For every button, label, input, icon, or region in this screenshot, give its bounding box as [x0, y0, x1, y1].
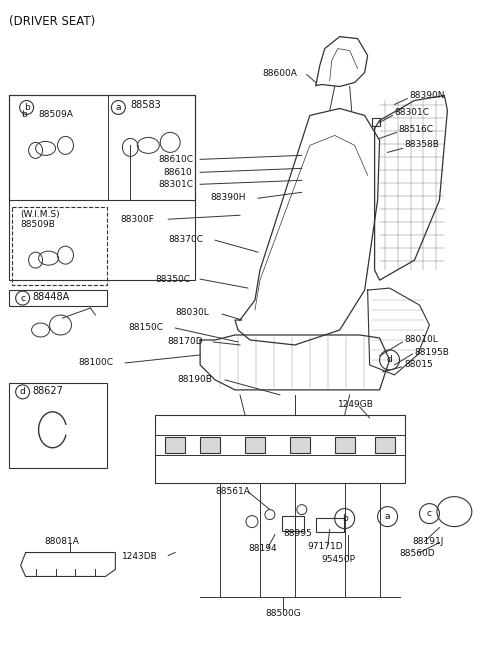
Text: 88995: 88995 [283, 529, 312, 537]
Bar [165, 437, 185, 453]
Text: 88190B: 88190B [177, 375, 212, 384]
Text: 1249GB: 1249GB [338, 400, 373, 409]
Text: 88350C: 88350C [155, 275, 190, 284]
Text: 88010L: 88010L [405, 335, 438, 344]
Text: a: a [385, 512, 390, 521]
Text: 88509B: 88509B [21, 220, 56, 229]
Bar [9, 95, 195, 200]
Bar [372, 118, 380, 126]
Text: 88191J: 88191J [412, 537, 444, 545]
Text: b: b [342, 514, 348, 523]
Bar [9, 383, 108, 468]
Bar [290, 437, 310, 453]
Text: 88600A: 88600A [262, 68, 297, 78]
Text: 88509A: 88509A [38, 110, 73, 120]
Text: 88170D: 88170D [167, 337, 203, 346]
Text: c: c [20, 294, 25, 303]
Text: 88370C: 88370C [168, 235, 203, 244]
Text: 88500G: 88500G [265, 610, 301, 618]
Bar [335, 437, 355, 453]
Bar [9, 95, 195, 280]
Bar [316, 518, 344, 532]
Bar [155, 415, 405, 483]
Text: 88610: 88610 [163, 168, 192, 177]
Text: 88448A: 88448A [33, 292, 70, 302]
Text: 88301C: 88301C [158, 180, 193, 189]
Text: 88195B: 88195B [415, 348, 449, 357]
Text: 88300F: 88300F [120, 215, 154, 224]
Text: b: b [21, 110, 26, 119]
Bar [282, 516, 304, 531]
Text: 88390H: 88390H [210, 193, 246, 202]
Bar [9, 290, 108, 306]
Bar [374, 437, 395, 453]
Text: 88627: 88627 [33, 386, 63, 396]
Text: (W.I.M.S): (W.I.M.S) [21, 210, 60, 219]
Text: 88150C: 88150C [128, 323, 163, 332]
Text: 88301C: 88301C [395, 108, 430, 118]
Text: 1243DB: 1243DB [122, 551, 158, 560]
Text: 88194: 88194 [248, 543, 276, 553]
Bar [200, 437, 220, 453]
Bar [12, 207, 108, 285]
Text: 88390N: 88390N [409, 91, 445, 99]
Text: (DRIVER SEAT): (DRIVER SEAT) [9, 14, 95, 28]
Text: 88081A: 88081A [45, 537, 80, 545]
Text: 88583: 88583 [130, 101, 161, 110]
Text: 88561A: 88561A [215, 487, 250, 495]
Text: 88100C: 88100C [78, 358, 113, 367]
Text: d: d [387, 355, 393, 365]
Text: b: b [24, 103, 29, 112]
Bar [245, 437, 265, 453]
Text: 95450P: 95450P [322, 555, 356, 564]
Text: 88516C: 88516C [398, 125, 433, 135]
Text: 88610C: 88610C [158, 155, 193, 164]
Text: 97171D: 97171D [308, 541, 343, 551]
Text: c: c [427, 509, 432, 518]
Text: 88030L: 88030L [175, 308, 209, 317]
Text: 88358B: 88358B [405, 141, 439, 149]
Text: d: d [20, 388, 25, 396]
Text: a: a [116, 103, 121, 112]
Text: 88015: 88015 [405, 360, 433, 369]
Text: 88560D: 88560D [399, 549, 435, 558]
